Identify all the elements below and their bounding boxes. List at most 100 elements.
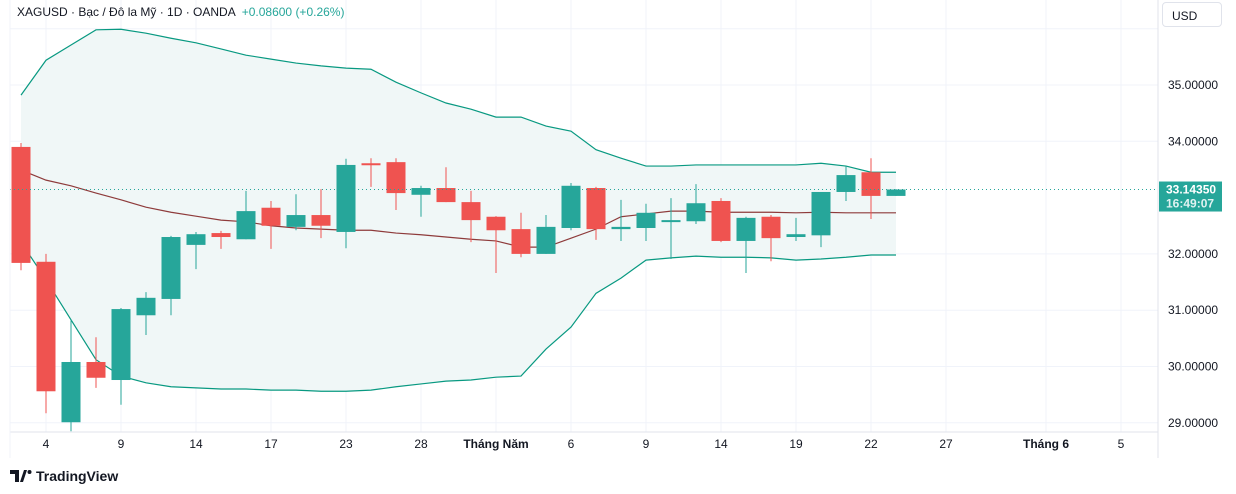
candle-body xyxy=(211,233,231,238)
currency-button[interactable]: USD xyxy=(1162,2,1222,27)
candle xyxy=(811,191,831,248)
candle xyxy=(161,235,181,316)
candle-body xyxy=(811,191,831,236)
axis-corner xyxy=(1159,433,1231,458)
candle-body xyxy=(186,234,206,245)
time-tick-label: 14 xyxy=(189,437,203,451)
price-change: +0.08600 (+0.26%) xyxy=(241,5,345,19)
candle-body xyxy=(486,216,506,231)
candle xyxy=(586,186,606,240)
candle-body xyxy=(386,162,406,194)
symbol-title[interactable]: XAGUSD · Bạc / Đô la Mỹ · 1D · OANDA xyxy=(17,5,236,19)
time-tick-label: 27 xyxy=(939,437,953,451)
candle xyxy=(211,230,231,249)
candle xyxy=(611,199,631,241)
price-tick-label: 29.00000 xyxy=(1168,416,1218,430)
time-tick-label: 23 xyxy=(339,437,353,451)
price-tick-label: 31.00000 xyxy=(1168,303,1218,317)
candle-body xyxy=(586,188,606,230)
branding-text: TradingView xyxy=(36,468,119,484)
time-tick-label: 5 xyxy=(1118,437,1125,451)
last-price-value: 33.14350 xyxy=(1166,183,1216,197)
price-tick-label: 30.00000 xyxy=(1168,360,1218,374)
candle xyxy=(61,319,81,432)
candle xyxy=(136,292,156,335)
candle-body xyxy=(461,202,481,221)
candle-body xyxy=(836,175,856,192)
time-tick-label: 17 xyxy=(264,437,278,451)
time-tick-label: 4 xyxy=(43,437,50,451)
candle xyxy=(686,184,706,225)
candle xyxy=(86,337,106,388)
candle xyxy=(411,185,431,217)
candle-body xyxy=(36,261,56,392)
bollinger-upper-line xyxy=(20,28,896,173)
bar-countdown: 16:49:07 xyxy=(1166,197,1214,211)
time-tick-label: 14 xyxy=(714,437,728,451)
candle xyxy=(836,166,856,201)
candle-body xyxy=(161,237,181,299)
candle xyxy=(736,216,756,274)
candle-body xyxy=(511,229,531,254)
candle xyxy=(636,203,656,241)
tradingview-logo[interactable]: TradingView xyxy=(10,468,118,484)
candle xyxy=(536,215,556,254)
time-tick-label: 9 xyxy=(643,437,650,451)
candle xyxy=(386,158,406,210)
candle-body xyxy=(261,207,281,226)
candle xyxy=(36,253,56,414)
candle-body xyxy=(711,200,731,241)
bollinger-band-fill xyxy=(21,29,896,392)
candle-body xyxy=(736,217,756,241)
candle-body xyxy=(436,188,456,203)
last-price-tag xyxy=(1159,181,1222,212)
candle-body xyxy=(886,189,906,196)
candle xyxy=(186,231,206,270)
candle-body xyxy=(236,211,256,240)
time-tick-label: Tháng Năm xyxy=(463,437,528,451)
candle-body xyxy=(286,215,306,227)
candle xyxy=(511,212,531,258)
candle-body xyxy=(611,226,631,230)
candle-body xyxy=(761,216,781,239)
tradingview-logo-icon xyxy=(10,470,32,482)
candle xyxy=(261,200,281,249)
candle xyxy=(461,190,481,243)
time-tick-label: 28 xyxy=(414,437,428,451)
time-tick-label: Tháng 6 xyxy=(1023,437,1069,451)
candle-body xyxy=(411,188,431,195)
candle-body xyxy=(11,146,31,263)
candle xyxy=(361,158,381,187)
candle xyxy=(11,142,31,271)
time-tick-label: 19 xyxy=(789,437,803,451)
candle-body xyxy=(61,361,81,423)
candle xyxy=(436,167,456,203)
candle xyxy=(336,158,356,249)
candle xyxy=(786,217,806,241)
bollinger-lower-line xyxy=(20,241,896,392)
candle xyxy=(236,190,256,240)
time-tick-label: 9 xyxy=(118,437,125,451)
candle-body xyxy=(336,164,356,232)
candle-body xyxy=(861,172,881,196)
candle-body xyxy=(636,212,656,229)
candle xyxy=(286,194,306,231)
price-tick-label: 32.00000 xyxy=(1168,247,1218,261)
candle-body xyxy=(136,297,156,316)
candle-body xyxy=(561,185,581,229)
price-tick-label: 34.00000 xyxy=(1168,134,1218,148)
candle-body xyxy=(311,215,331,226)
candle-body xyxy=(86,361,106,378)
candle-body xyxy=(361,163,381,166)
candle xyxy=(561,182,581,231)
symbol-legend: XAGUSD · Bạc / Đô la Mỹ · 1D · OANDA +0.0… xyxy=(17,5,344,19)
candle-body xyxy=(661,220,681,223)
candle xyxy=(711,198,731,243)
candle-body xyxy=(686,203,706,222)
candle xyxy=(761,215,781,262)
time-tick-label: 6 xyxy=(568,437,575,451)
candle xyxy=(661,198,681,259)
candle xyxy=(111,307,131,405)
